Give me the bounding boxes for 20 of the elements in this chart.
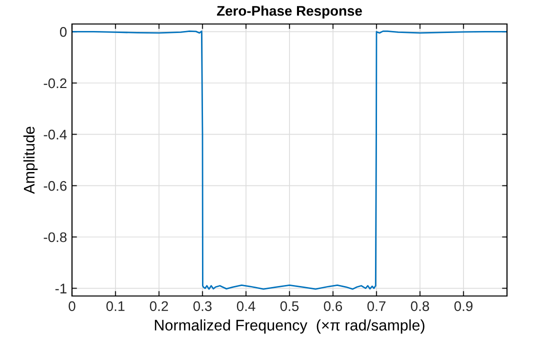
y-tick-label: 0 — [60, 27, 67, 37]
x-tick-label: 0.3 — [193, 301, 212, 312]
x-tick-label: 0.1 — [106, 301, 124, 312]
chart-title: Zero-Phase Response — [216, 6, 362, 19]
x-tick-label: 0.8 — [410, 301, 430, 312]
x-tick-label: 0.2 — [150, 301, 168, 312]
y-axis-title: Amplitude — [23, 126, 38, 194]
y-tick-label: -0.2 — [44, 78, 66, 88]
y-tick-label: -1 — [55, 284, 66, 294]
y-tick-label: -0.6 — [44, 180, 67, 191]
y-tick-label: -0.8 — [44, 232, 67, 242]
x-tick-label: 0.6 — [324, 301, 342, 312]
x-tick-label: 0.5 — [280, 301, 299, 312]
y-tick-label: -0.4 — [44, 130, 67, 140]
x-tick-label: 0.9 — [454, 301, 472, 312]
x-axis-title: Normalized Frequency (×π rad/sample) — [154, 319, 424, 334]
x-tick-label: 0.7 — [367, 301, 386, 312]
x-tick-label: 0.4 — [236, 301, 256, 312]
x-tick-label: 0 — [68, 301, 76, 312]
line-series — [72, 30, 507, 290]
